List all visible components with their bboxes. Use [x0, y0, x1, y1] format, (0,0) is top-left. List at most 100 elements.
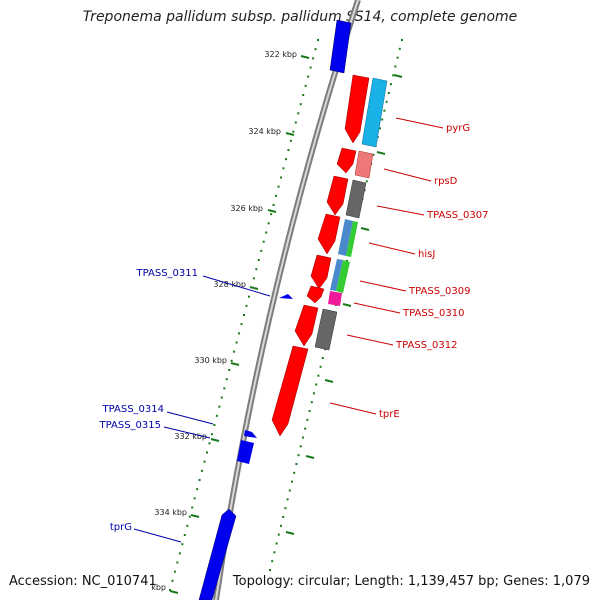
- map-title: Treponema pallidum subsp. pallidum SS14,…: [82, 9, 518, 25]
- minor-tick: [193, 497, 196, 500]
- cog-hisJ-a: [338, 219, 353, 256]
- minor-tick: [308, 410, 311, 412]
- gene-TPASS_0312: [294, 304, 319, 347]
- gene-tprG: [198, 508, 237, 600]
- cog-TPASS_0309-a: [330, 259, 343, 291]
- tick-label-332: 332 kbp: [174, 432, 207, 441]
- minor-tick: [396, 56, 399, 59]
- minor-tick: [299, 445, 302, 448]
- cog-TPASS_0309-b: [336, 260, 350, 293]
- minor-tick: [178, 552, 181, 555]
- minor-tick: [299, 103, 302, 106]
- minor-tick: [218, 405, 221, 408]
- forward-label-lines: [329, 117, 444, 415]
- cog-TPASS_0307: [345, 179, 367, 219]
- minor-tick: [284, 507, 287, 510]
- minor-tick: [275, 542, 278, 545]
- minor-tick: [302, 436, 304, 439]
- tick-label-322: 322 kbp: [264, 50, 297, 59]
- minor-tick: [271, 560, 274, 563]
- major-tick: [169, 590, 179, 594]
- minor-tick: [169, 589, 171, 591]
- major-tick: [285, 531, 295, 535]
- minor-tick: [272, 204, 275, 206]
- minor-tick: [365, 180, 368, 183]
- minor-tick: [306, 418, 309, 421]
- major-tick: [305, 455, 315, 459]
- minor-tick: [240, 323, 243, 326]
- cog-pyrG: [361, 77, 388, 148]
- major-tick: [249, 286, 259, 290]
- forward-strand-genes: [271, 74, 370, 437]
- minor-tick: [186, 524, 189, 527]
- minor-tick: [228, 369, 231, 371]
- major-tick: [230, 362, 240, 366]
- minor-tick: [275, 194, 278, 197]
- tick-label-324: 324 kbp: [248, 127, 281, 136]
- minor-tick: [291, 480, 293, 483]
- minor-tick: [304, 84, 307, 87]
- accession-label: Accession: NC_010741: [9, 574, 157, 589]
- minor-tick: [288, 489, 291, 492]
- cog-rpsD: [354, 150, 374, 179]
- gene-pyrG: [344, 74, 370, 144]
- gene-TPASS_0311: [279, 294, 293, 299]
- gene-label-rpsD: rpsD: [434, 176, 458, 187]
- gene-rpsD: [336, 147, 357, 174]
- gene-label-tprG: tprG: [110, 522, 132, 533]
- major-tick: [360, 227, 370, 231]
- minor-tick: [321, 357, 324, 359]
- minor-tick: [346, 259, 348, 262]
- tick-labels: 322 kbp 324 kbp 326 kbp 328 kbp 330 kbp …: [151, 50, 297, 592]
- minor-tick: [223, 387, 226, 390]
- minor-tick: [392, 74, 395, 77]
- minor-tick: [269, 569, 271, 571]
- gene-TPASS_0307: [326, 175, 349, 216]
- minor-tick: [270, 213, 273, 216]
- minor-tick: [267, 222, 270, 225]
- minor-tick: [372, 153, 375, 156]
- minor-tick: [280, 524, 282, 527]
- minor-tick: [319, 365, 322, 368]
- minor-tick: [176, 561, 179, 564]
- major-tick: [210, 438, 220, 442]
- gene-TPASS_0315: [237, 440, 254, 464]
- minor-tick: [287, 149, 290, 151]
- minor-tick: [277, 533, 280, 536]
- minor-tick: [262, 240, 265, 243]
- minor-tick: [238, 332, 241, 335]
- minor-tick: [302, 94, 305, 96]
- minor-tick: [210, 433, 213, 436]
- minor-tick: [317, 39, 319, 41]
- gene-label-hisJ: hisJ: [418, 249, 435, 260]
- minor-tick: [286, 498, 289, 501]
- minor-tick: [245, 304, 248, 307]
- minor-tick: [191, 506, 194, 509]
- gene-TPASS_0310: [306, 285, 325, 304]
- gene-label-TPASS_0311: TPASS_0311: [136, 268, 198, 279]
- major-tick: [300, 55, 310, 59]
- minor-tick: [398, 47, 401, 50]
- cog-TPASS_0312: [314, 308, 338, 351]
- minor-tick: [282, 516, 285, 518]
- gene-label-TPASS_0307: TPASS_0307: [426, 210, 488, 221]
- minor-tick: [292, 130, 295, 133]
- minor-tick: [297, 454, 300, 457]
- tick-label-326: 326 kbp: [230, 204, 263, 213]
- minor-tick: [260, 249, 263, 252]
- reverse-gene-labels: TPASS_0311 TPASS_0314 TPASS_0315 tprG: [99, 268, 198, 533]
- gene-label-TPASS_0314: TPASS_0314: [102, 404, 164, 415]
- minor-tick: [282, 167, 285, 170]
- minor-tick: [401, 39, 403, 41]
- minor-tick: [394, 65, 397, 68]
- major-tick: [190, 514, 200, 518]
- minor-tick: [171, 579, 174, 582]
- minor-tick: [381, 118, 384, 121]
- minor-tick: [230, 359, 233, 362]
- reverse-strand-genes: [198, 19, 352, 600]
- minor-tick: [213, 424, 216, 426]
- gene-TPASS_0309: [310, 254, 332, 290]
- major-tick: [267, 209, 277, 213]
- minor-tick: [293, 471, 296, 474]
- minor-tick: [196, 488, 199, 491]
